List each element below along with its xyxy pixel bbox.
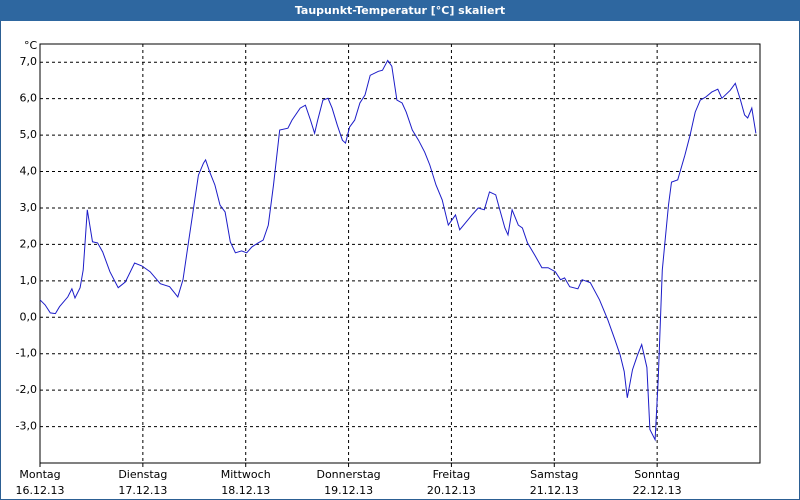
y-tick-label: 1,0 xyxy=(20,274,38,287)
x-tick-label: Donnerstag xyxy=(316,468,380,481)
x-tick-label: Montag xyxy=(19,468,60,481)
y-tick-label: 5,0 xyxy=(20,128,38,141)
y-tick-label: 3,0 xyxy=(20,201,38,214)
data-line xyxy=(39,59,757,442)
x-tick-label: Sonntag xyxy=(634,468,680,481)
x-tick-date: 20.12.13 xyxy=(427,484,476,497)
y-tick-label: -2,0 xyxy=(16,383,37,396)
y-tick-label: -1,0 xyxy=(16,347,37,360)
x-tick-date: 19.12.13 xyxy=(324,484,373,497)
x-tick-date: 17.12.13 xyxy=(118,484,167,497)
x-tick-label: Mittwoch xyxy=(221,468,271,481)
y-unit: °C xyxy=(24,39,38,52)
title-bar xyxy=(0,0,800,21)
x-tick-date: 21.12.13 xyxy=(530,484,579,497)
x-tick-date: 22.12.13 xyxy=(633,484,682,497)
y-tick-label: 4,0 xyxy=(20,165,38,178)
x-tick-date: 16.12.13 xyxy=(16,484,65,497)
y-tick-label: -3,0 xyxy=(16,420,37,433)
chart-title: Taupunkt-Temperatur [°C] skaliert xyxy=(295,4,505,17)
y-tick-label: 0,0 xyxy=(20,310,38,323)
x-tick-label: Dienstag xyxy=(118,468,167,481)
plot-border xyxy=(39,43,761,464)
y-tick-label: 2,0 xyxy=(20,237,38,250)
x-tick-label: Samstag xyxy=(530,468,578,481)
x-tick-label: Freitag xyxy=(433,468,471,481)
x-tick-date: 18.12.13 xyxy=(221,484,270,497)
y-tick-label: 6,0 xyxy=(20,92,38,105)
y-tick-label: 7,0 xyxy=(20,55,38,68)
